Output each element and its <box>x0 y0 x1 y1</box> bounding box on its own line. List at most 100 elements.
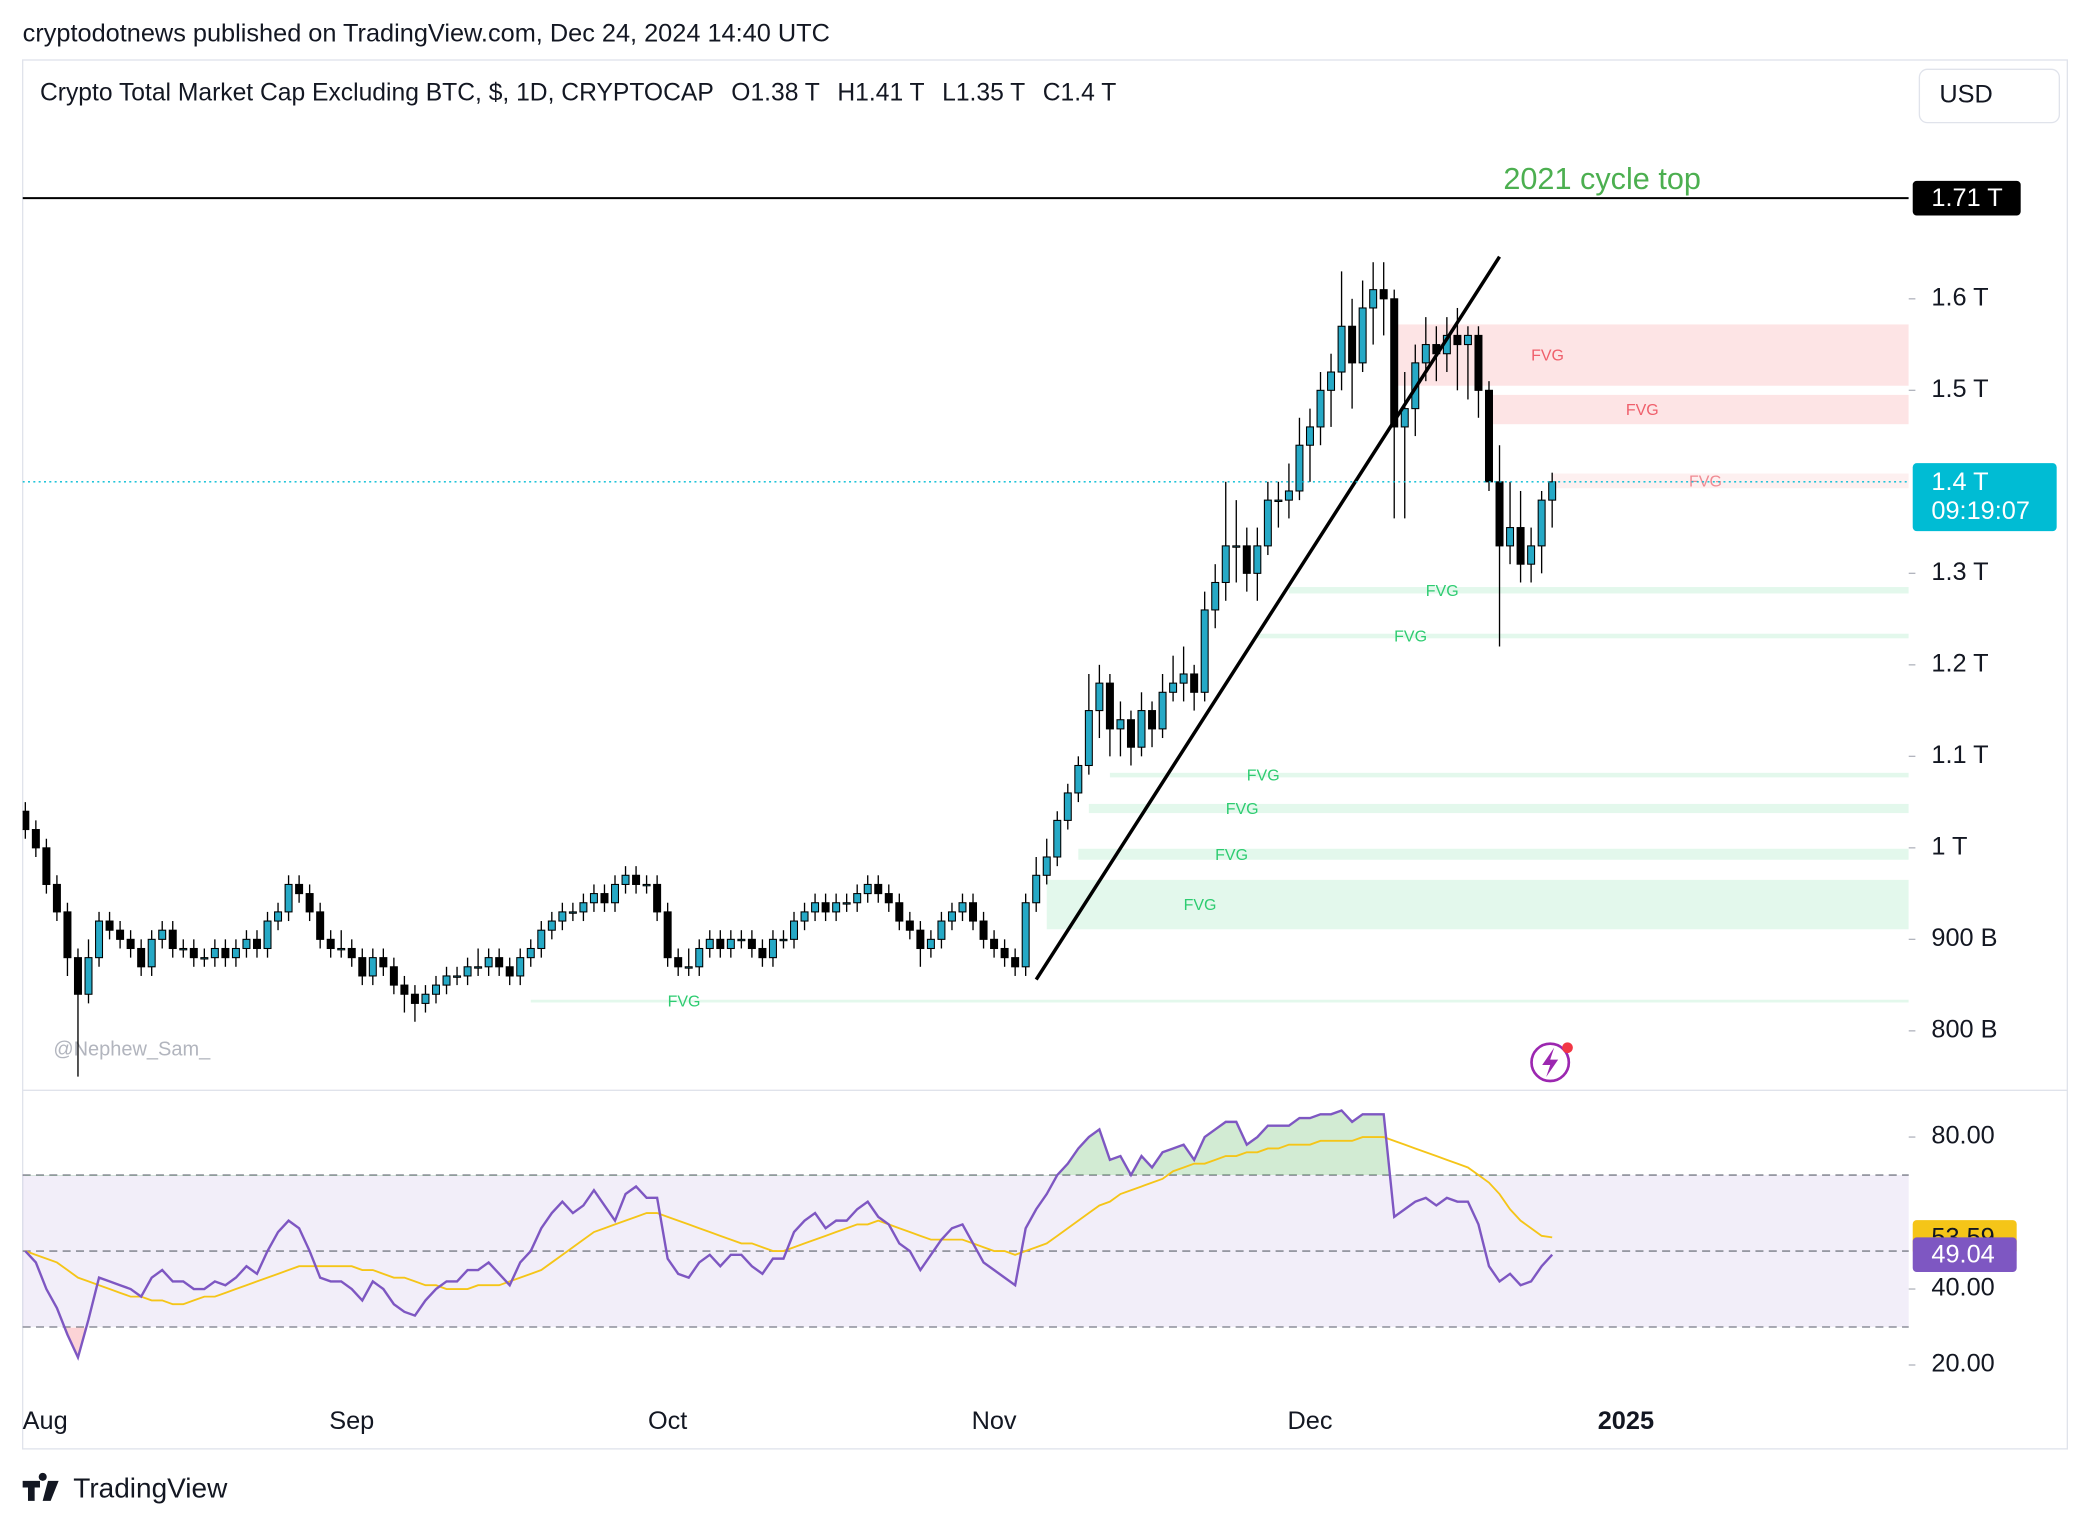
candle-body <box>1095 682 1104 712</box>
candle-body <box>1484 389 1493 483</box>
overbought-fill <box>25 1110 1553 1176</box>
candle-body <box>1400 408 1409 428</box>
candle-body <box>747 938 756 950</box>
candle-body <box>421 993 430 1004</box>
alert-icon[interactable] <box>1530 1042 1573 1083</box>
candle-body <box>42 847 51 885</box>
candle-body <box>716 938 725 950</box>
candle-body <box>1305 426 1314 446</box>
candle-body <box>937 920 946 940</box>
candle-body <box>116 929 125 940</box>
candle-body <box>200 957 209 960</box>
candle-body <box>305 893 314 913</box>
fvg-zone <box>1109 772 1909 778</box>
candle-body <box>1548 481 1557 501</box>
x-tick-label: Dec <box>1287 1407 1332 1435</box>
candle-body <box>442 975 451 986</box>
candle-body <box>526 947 535 959</box>
candle-body <box>800 911 809 922</box>
candle-body <box>684 966 693 969</box>
price-axis: 1.6 T 1.5 T 1.3 T 1.2 T 1.1 T 1 T 900 B 800 B 1.… <box>1908 180 2057 1044</box>
candle-body <box>1011 957 1020 968</box>
candle-body <box>137 947 146 968</box>
fvg-label: FVG <box>1394 629 1427 646</box>
fvg-zone <box>1257 633 1909 639</box>
candle-body <box>695 947 704 968</box>
candle-body <box>621 874 630 885</box>
candle-body <box>431 984 440 995</box>
symbol-legend: Crypto Total Market Cap Excluding BTC, $… <box>40 79 1116 106</box>
last-price-label: 1.4 T <box>1931 468 1988 496</box>
candle-body <box>189 947 198 959</box>
candle-body <box>1348 325 1357 364</box>
footer-text[interactable]: TradingView <box>73 1473 228 1504</box>
fvg-label: FVG <box>1247 768 1280 785</box>
candle-body <box>284 883 293 913</box>
candle-body <box>73 957 82 995</box>
fvg-zone <box>1078 848 1909 860</box>
candle-body <box>231 947 240 959</box>
candle-body <box>642 883 651 887</box>
footer-logo[interactable]: TradingView <box>22 1473 228 1504</box>
x-tick-label: Sep <box>329 1407 374 1435</box>
candle-body <box>758 947 767 959</box>
candle-body <box>105 920 114 931</box>
candle-body <box>589 893 598 904</box>
candle-body <box>1274 499 1283 502</box>
value-badge <box>1912 1237 2017 1273</box>
candle-body <box>147 938 156 968</box>
fvg-zone <box>530 999 1909 1003</box>
candle-body <box>905 920 914 931</box>
watermark: @Nephew_Sam_ <box>53 1039 211 1061</box>
candle-body <box>463 966 472 977</box>
candle-body <box>1516 527 1525 565</box>
candle-body <box>22 810 30 831</box>
candle-body <box>179 947 188 951</box>
y-tick-label: 1.1 T <box>1931 741 1988 769</box>
currency-button[interactable] <box>1918 68 2061 124</box>
candle-body <box>274 911 283 922</box>
candle-body <box>1063 792 1072 821</box>
candle-body <box>1358 307 1367 364</box>
cycle-top-text: 2021 cycle top <box>1503 162 1701 196</box>
candle-body <box>1042 856 1051 876</box>
x-tick-label: Aug <box>23 1407 68 1435</box>
candle-body <box>874 883 883 895</box>
candle-body <box>768 938 777 959</box>
candle-body <box>632 874 641 885</box>
candle-body <box>1453 334 1462 346</box>
candle-body <box>379 957 388 968</box>
candle-body <box>63 911 72 959</box>
fvg-label: FVG <box>1226 801 1259 818</box>
candle-body <box>895 902 904 922</box>
candle-body <box>842 902 851 905</box>
candle-body <box>1253 545 1262 574</box>
candle-body <box>979 920 988 940</box>
candle-body <box>832 902 841 913</box>
candle-body <box>779 938 788 942</box>
candle-body <box>674 957 683 968</box>
candle-body <box>568 911 577 914</box>
candle-body <box>958 902 967 913</box>
candle-body <box>1390 298 1399 428</box>
fvg-label: FVG <box>668 994 701 1011</box>
x-tick-label: Oct <box>648 1407 687 1435</box>
y-tick-label: 1 T <box>1931 833 1967 861</box>
fvg-zone <box>1552 473 1909 489</box>
candle-body <box>474 966 483 969</box>
candle-body <box>242 938 251 950</box>
fvg-label: FVG <box>1184 897 1217 914</box>
candle-body <box>969 902 978 922</box>
currency[interactable]: USD <box>1939 81 1992 109</box>
value-badge-label: 49.04 <box>1931 1241 1994 1269</box>
candle-body <box>537 929 546 950</box>
rsi-line <box>24 1109 1554 1361</box>
candle-body <box>558 911 567 922</box>
oversold-fill <box>64 1327 87 1358</box>
trendline <box>1034 255 1501 981</box>
candle-body <box>547 920 556 931</box>
candle-body <box>84 957 93 995</box>
ohlc-low: L1.35 T <box>942 79 1025 106</box>
candle-body <box>579 902 588 913</box>
